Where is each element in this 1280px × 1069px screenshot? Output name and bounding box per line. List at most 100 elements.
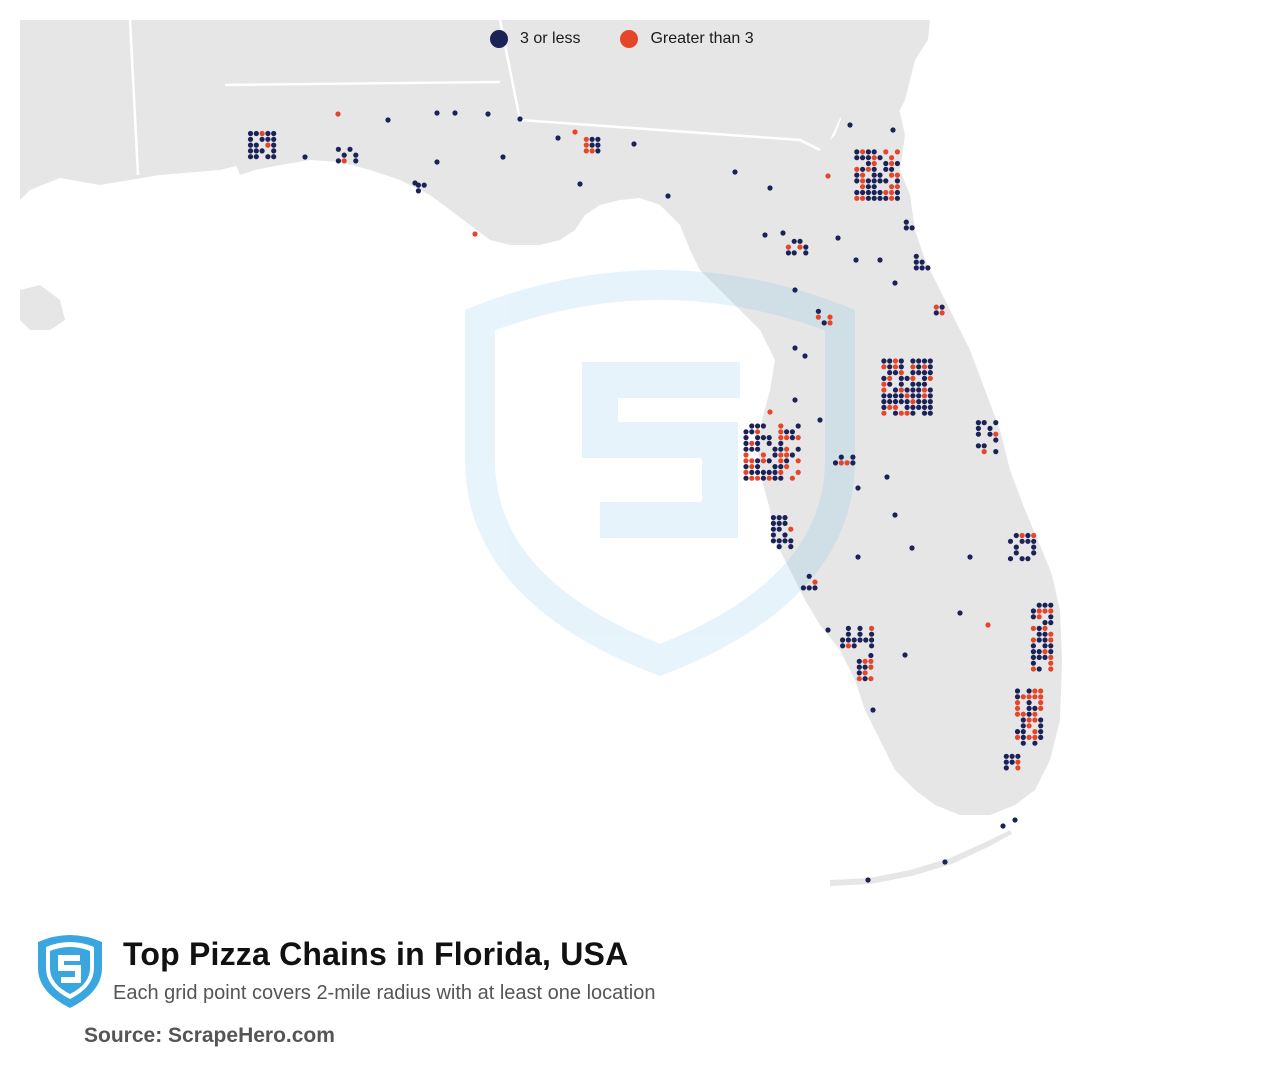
grid-point-low: [341, 152, 347, 158]
grid-point-low: [797, 238, 803, 244]
grid-point-low: [854, 178, 860, 184]
grid-point-low: [857, 637, 863, 643]
grid-point-low: [415, 188, 421, 194]
grid-point-low: [1003, 753, 1009, 759]
grid-point-low: [855, 554, 861, 560]
grid-point-high: [889, 189, 895, 196]
grid-point-low: [743, 440, 749, 446]
grid-point-low: [927, 358, 933, 364]
grid-point-low: [857, 625, 863, 632]
grid-point-low: [1030, 654, 1036, 661]
grid-point-low: [755, 440, 761, 446]
grid-point-low: [800, 585, 807, 591]
grid-point-low: [981, 443, 987, 449]
grid-point-low: [887, 393, 893, 399]
grid-point-high: [749, 464, 755, 470]
grid-point-low: [845, 625, 852, 632]
grid-point-high: [1026, 717, 1032, 723]
grid-point-low: [871, 178, 877, 184]
grid-point-low: [855, 485, 861, 491]
grid-point-low: [1036, 654, 1042, 661]
grid-point-high: [889, 155, 895, 161]
grid-point-high: [743, 458, 749, 464]
grid-point-high: [583, 148, 589, 154]
grid-point-high: [1048, 637, 1054, 643]
grid-point-low: [987, 425, 993, 431]
grid-point-low: [755, 458, 761, 464]
grid-point-high: [1019, 532, 1025, 539]
grid-point-high: [1014, 734, 1021, 741]
grid-point-low: [247, 148, 254, 154]
grid-point-low: [1036, 625, 1042, 632]
grid-point-low: [1009, 759, 1015, 765]
grid-point-high: [910, 375, 916, 381]
grid-point-low: [838, 454, 844, 460]
grid-point-high: [910, 364, 916, 370]
grid-point-high: [1026, 734, 1032, 741]
grid-point-high: [589, 148, 595, 154]
grid-point-high: [1026, 723, 1032, 729]
grid-point-low: [1019, 556, 1025, 562]
grid-point-high: [827, 320, 833, 326]
grid-point-low: [1048, 620, 1054, 626]
grid-point-low: [927, 370, 933, 376]
grid-point-low: [743, 429, 749, 435]
grid-point-high: [259, 130, 265, 137]
grid-point-low: [1007, 538, 1014, 544]
grid-point-low: [877, 257, 883, 263]
grid-point-high: [856, 676, 862, 682]
grid-point-low: [871, 149, 877, 155]
grid-point-low: [770, 515, 777, 521]
grid-point-low: [892, 399, 899, 405]
grid-point-high: [1020, 694, 1026, 700]
grid-point-low: [782, 515, 788, 521]
grid-point-low: [1014, 688, 1021, 694]
florida-keys-land: [830, 830, 1012, 886]
grid-point-high: [844, 460, 850, 466]
grid-point-low: [865, 160, 872, 167]
grid-point-low: [1009, 753, 1015, 759]
grid-point-low: [825, 627, 831, 633]
grid-point-low: [595, 148, 601, 154]
grid-point-low: [887, 381, 893, 387]
grid-point-low: [869, 631, 875, 637]
grid-point-low: [921, 399, 928, 405]
legend-label-low: 3 or less: [520, 30, 581, 47]
grid-point-high: [887, 404, 893, 410]
grid-point-low: [887, 364, 893, 370]
legend-swatch-low: [490, 30, 508, 48]
grid-point-high: [749, 458, 755, 464]
grid-point-low: [770, 538, 777, 544]
grid-point-low: [894, 189, 901, 196]
grid-point-low: [881, 375, 887, 381]
grid-point-high: [815, 314, 822, 320]
grid-point-low: [921, 404, 928, 410]
grid-point-low: [845, 637, 852, 643]
grid-point-high: [795, 458, 801, 464]
grid-point-low: [743, 475, 749, 481]
grid-point-low: [749, 469, 755, 475]
grid-point-low: [865, 178, 872, 184]
grid-point-low: [909, 225, 915, 231]
grid-point-low: [898, 393, 904, 399]
grid-point-low: [910, 358, 916, 364]
grid-point-low: [589, 142, 595, 148]
grid-point-low: [871, 184, 877, 190]
grid-point-high: [898, 410, 904, 416]
grid-point-high: [1048, 631, 1054, 637]
grid-point-low: [902, 652, 908, 658]
grid-point-low: [910, 370, 916, 376]
grid-point-high: [785, 244, 792, 250]
grid-point-low: [271, 148, 277, 154]
grid-point-low: [975, 443, 982, 449]
grid-point-high: [766, 475, 772, 481]
grid-point-low: [1013, 550, 1019, 556]
grid-point-low: [1003, 765, 1009, 771]
grid-point-low: [913, 259, 919, 265]
grid-point-low: [847, 122, 853, 128]
grid-point-high: [881, 364, 887, 370]
legend-label-high: Greater than 3: [650, 30, 754, 47]
grid-point-low: [916, 399, 922, 405]
grid-point-low: [921, 410, 928, 416]
grid-point-low: [857, 631, 863, 637]
